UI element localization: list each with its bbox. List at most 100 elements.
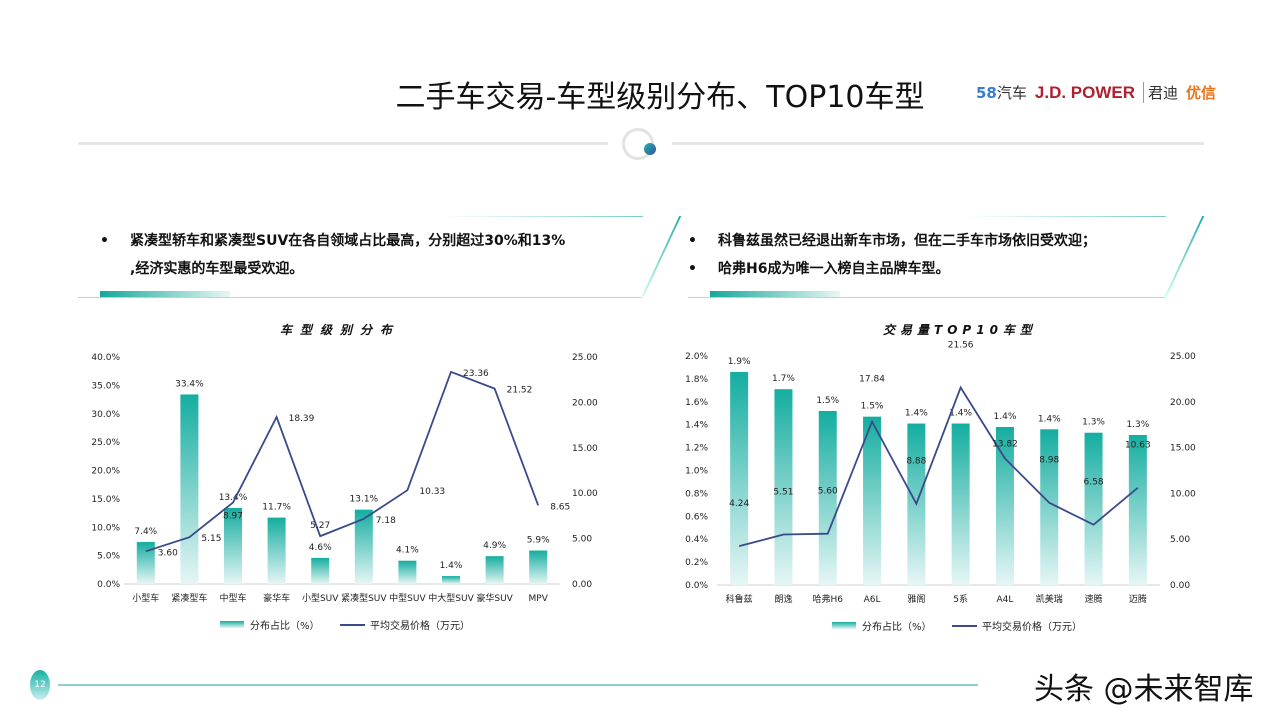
y-right-tick: 5.00	[1170, 535, 1190, 545]
x-tick-label: 小型SUV	[302, 593, 339, 604]
x-tick-label: 豪华车	[263, 592, 290, 604]
bar	[224, 507, 242, 584]
y-left-tick: 5.0%	[97, 552, 120, 562]
bar-label: 7.4%	[134, 527, 157, 537]
x-tick-label: 迈腾	[1129, 593, 1147, 605]
line-label: 10.63	[1125, 441, 1151, 451]
bar-label: 4.6%	[309, 543, 332, 553]
bar-label: 1.4%	[994, 412, 1017, 422]
footer-line	[58, 684, 978, 686]
logo-jdpower: J.D. POWER	[1034, 82, 1136, 102]
price-line	[145, 370, 540, 553]
legend-line-label: 平均交易价格（万元）	[982, 620, 1082, 633]
x-tick-label: 科鲁兹	[726, 593, 753, 605]
x-tick-label: 哈弗H6	[813, 593, 844, 605]
y-right-tick: 10.00	[572, 489, 598, 499]
line-label: 21.52	[507, 386, 533, 396]
x-tick-label: MPV	[529, 594, 549, 604]
line-label: 17.84	[859, 375, 885, 385]
legend-bar-label: 分布占比（%）	[862, 620, 932, 633]
y-left-tick: 0.8%	[685, 489, 708, 499]
y-left-tick: 35.0%	[91, 381, 120, 391]
line-label: 8.65	[550, 502, 570, 512]
line-label: 7.18	[376, 516, 396, 526]
x-tick-label: A6L	[864, 595, 881, 605]
y-left-tick: 10.0%	[91, 523, 120, 533]
line-label: 8.97	[223, 512, 243, 522]
line-label: 6.58	[1084, 478, 1104, 488]
y-left-tick: 1.8%	[685, 375, 708, 385]
bar	[267, 517, 286, 584]
x-tick-label: 中型车	[219, 592, 246, 604]
x-tick-label: 中大型SUV	[428, 592, 474, 604]
bar	[442, 576, 460, 584]
bar	[398, 560, 417, 584]
y-left-tick: 0.4%	[685, 535, 708, 545]
bar	[180, 394, 199, 584]
y-left-tick: 30.0%	[91, 410, 120, 420]
bar	[311, 557, 330, 584]
y-left-tick: 1.6%	[685, 398, 708, 408]
y-left-tick: 1.0%	[685, 467, 708, 477]
bar	[995, 426, 1014, 585]
bar-label: 1.5%	[861, 402, 884, 412]
bar-label: 1.3%	[1082, 418, 1105, 428]
x-tick-label: 凯美瑞	[1036, 593, 1063, 605]
y-left-tick: 1.4%	[685, 421, 708, 431]
y-left-tick: 1.2%	[685, 444, 708, 454]
bar-label: 13.4%	[219, 493, 248, 503]
left-summary-box	[78, 216, 682, 298]
partner-logos: 58汽车 J.D. POWER 君迪 优信	[976, 82, 1216, 103]
bar	[1084, 432, 1103, 585]
page-number: 12	[30, 670, 50, 700]
divider	[78, 142, 608, 145]
y-right-tick: 0.00	[1170, 581, 1190, 591]
legend-bar-swatch	[832, 622, 856, 629]
x-tick-label: 紧凑型SUV	[341, 592, 387, 604]
line-label: 3.60	[158, 548, 178, 558]
y-left-tick: 25.0%	[91, 438, 120, 448]
line-label: 8.98	[1039, 456, 1059, 466]
bar-label: 1.5%	[816, 396, 839, 406]
bar-label: 1.9%	[728, 357, 751, 367]
right-summary-box	[688, 216, 1205, 298]
y-left-tick: 2.0%	[685, 352, 708, 362]
line-label: 21.56	[948, 341, 974, 351]
x-tick-label: 紧凑型车	[171, 592, 207, 604]
line-label: 18.39	[289, 414, 315, 424]
page-title: 二手车交易-车型级别分布、TOP10车型	[395, 80, 925, 115]
y-right-tick: 15.00	[572, 444, 598, 454]
legend-line-label: 平均交易价格（万元）	[370, 619, 470, 632]
x-tick-label: 速腾	[1085, 593, 1103, 605]
bar	[136, 542, 155, 584]
bar-label: 1.4%	[949, 409, 972, 419]
line-label: 5.27	[310, 521, 330, 531]
price-line	[738, 385, 1139, 548]
logo-58: 58汽车	[976, 84, 1027, 102]
x-tick-label: 5系	[953, 594, 968, 605]
divider	[672, 142, 1204, 145]
x-tick-label: 豪华SUV	[476, 592, 513, 604]
line-label: 5.60	[818, 487, 838, 497]
y-left-tick: 40.0%	[91, 353, 120, 363]
x-tick-label: 朗逸	[774, 593, 792, 605]
line-label: 23.36	[463, 369, 489, 379]
bar	[863, 416, 882, 585]
legend-bar-swatch	[220, 621, 244, 628]
y-right-tick: 10.00	[1170, 489, 1196, 499]
y-right-tick: 25.00	[1170, 352, 1196, 362]
bar-label: 4.1%	[396, 546, 419, 556]
bar-label: 33.4%	[175, 379, 204, 389]
bar	[951, 423, 970, 585]
x-tick-label: 中型SUV	[389, 592, 426, 604]
bar-label: 1.3%	[1126, 420, 1149, 430]
line-label: 4.24	[729, 499, 749, 509]
bar-label: 13.1%	[350, 495, 379, 505]
bar	[1128, 435, 1147, 585]
bar	[354, 509, 373, 584]
bar	[818, 410, 837, 585]
y-left-tick: 0.0%	[685, 581, 708, 591]
bar-label: 1.7%	[772, 374, 795, 384]
y-left-tick: 0.6%	[685, 512, 708, 522]
